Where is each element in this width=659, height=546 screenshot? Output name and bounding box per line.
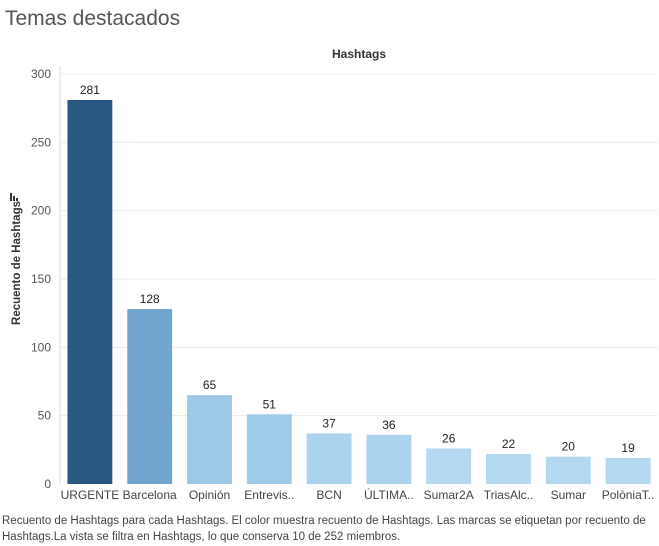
bar-1[interactable] [127,309,173,484]
data-label: 26 [442,431,456,445]
data-label: 51 [263,397,277,411]
bar-9[interactable] [605,458,651,484]
data-label: 65 [203,378,217,392]
y-tick-label: 250 [31,135,51,149]
x-category-label[interactable]: Entrevis.. [244,488,294,502]
gridlines [59,66,658,484]
x-axis-categories: URGENTE Barcelona Opinión Entrevis.. BCN ÚLTI… [61,487,655,502]
y-tick-label: 50 [38,409,52,423]
data-label: 36 [382,418,396,432]
y-tick-label: 0 [44,477,51,491]
data-label: 128 [140,292,160,306]
y-tick-label: 300 [31,67,51,81]
chart-caption: Recuento de Hashtags para cada Hashtags.… [2,515,646,543]
data-label: 281 [80,83,100,97]
bar-8[interactable] [545,456,591,484]
x-category-label[interactable]: BCN [316,488,341,502]
bar-chart: Hashtags 0 50 100 150 200 250 300 Recuento de … [10,47,658,502]
data-labels: 281 128 65 51 37 36 26 22 20 19 [80,83,635,455]
sort-descending-icon[interactable] [10,193,18,201]
bar-3[interactable] [246,414,292,484]
x-category-label[interactable]: ÚLTIMA.. [364,487,414,502]
data-label: 22 [502,437,516,451]
x-category-label[interactable]: URGENTE [61,488,120,502]
bar-2[interactable] [187,395,232,484]
bar-0[interactable] [67,99,113,484]
bar-7[interactable] [486,453,531,484]
chart-header: Hashtags [332,47,386,61]
x-category-label[interactable]: Barcelona [123,488,177,502]
x-category-label[interactable]: PolòniaT.. [602,488,655,502]
y-tick-label: 150 [31,272,51,286]
bar-4[interactable] [306,433,352,484]
y-axis-ticks: 0 50 100 150 200 250 300 [31,67,51,491]
x-category-label[interactable]: Sumar2A [424,488,474,502]
bars [67,99,651,484]
data-label: 19 [621,441,635,455]
x-category-label[interactable]: TriasAlc.. [484,488,534,502]
y-tick-label: 100 [31,340,51,354]
data-label: 37 [322,416,336,430]
bar-5[interactable] [366,434,412,484]
y-tick-label: 200 [31,204,51,218]
y-axis-label: Recuento de Hashtags [11,201,23,325]
x-category-label[interactable]: Opinión [189,488,230,502]
page-title: Temas destacados [5,7,181,30]
x-category-label[interactable]: Sumar [551,488,586,502]
bar-6[interactable] [426,448,472,484]
data-label: 20 [562,440,576,454]
